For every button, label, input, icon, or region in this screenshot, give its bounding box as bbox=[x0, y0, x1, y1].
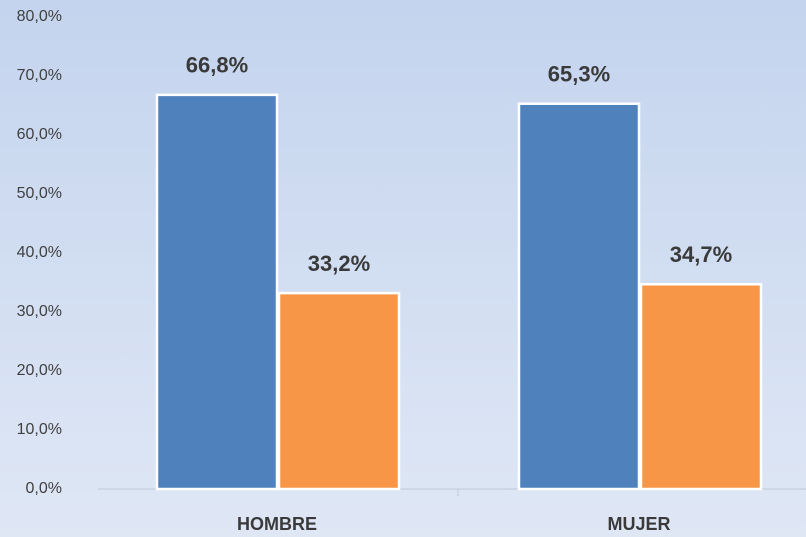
data-label: 65,3% bbox=[548, 62, 610, 87]
y-tick-label: 30,0% bbox=[17, 303, 62, 320]
data-label: 66,8% bbox=[186, 53, 248, 78]
x-tick-label: MUJER bbox=[607, 514, 670, 534]
x-tick-label: HOMBRE bbox=[237, 514, 317, 534]
bar bbox=[155, 93, 279, 491]
bar bbox=[277, 291, 401, 491]
y-tick-label: 10,0% bbox=[17, 421, 62, 438]
y-tick-label: 50,0% bbox=[17, 185, 62, 202]
y-tick-label: 60,0% bbox=[17, 126, 62, 143]
y-tick-label: 70,0% bbox=[17, 67, 62, 84]
data-label: 34,7% bbox=[670, 242, 732, 267]
bar bbox=[639, 283, 763, 491]
y-tick-label: 20,0% bbox=[17, 362, 62, 379]
y-tick-label: 0,0% bbox=[26, 480, 62, 497]
y-tick-label: 40,0% bbox=[17, 244, 62, 261]
y-tick-label: 80,0% bbox=[17, 8, 62, 25]
bar bbox=[517, 102, 641, 491]
data-label: 33,2% bbox=[308, 251, 370, 276]
